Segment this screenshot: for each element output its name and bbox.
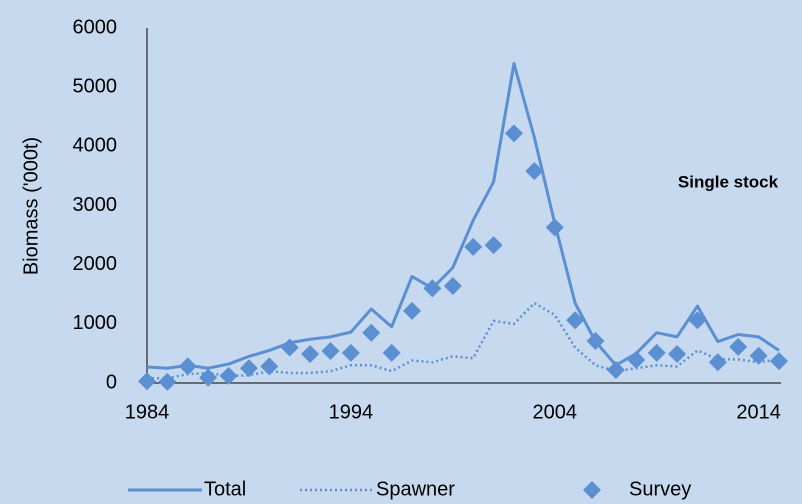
survey-point <box>321 342 340 361</box>
survey-point <box>749 346 768 365</box>
survey-point <box>586 331 605 350</box>
survey-point <box>647 343 666 362</box>
y-tick-label: 2000 <box>73 253 118 275</box>
survey-point <box>668 345 687 364</box>
y-tick-label: 5000 <box>73 75 118 97</box>
y-axis-label: Biomass ('000t) <box>20 137 42 275</box>
survey-point <box>280 338 299 357</box>
survey-point <box>708 353 727 372</box>
survey-point <box>138 372 156 391</box>
series-line <box>146 62 780 370</box>
y-tick-label: 3000 <box>73 194 118 216</box>
survey-point <box>341 343 360 362</box>
x-tick-label: 1984 <box>125 401 170 423</box>
survey-point <box>729 337 748 356</box>
survey-point <box>423 279 442 298</box>
legend-swatch <box>583 481 601 499</box>
legend-label: Survey <box>629 478 691 500</box>
survey-point <box>362 323 381 342</box>
survey-point <box>504 124 523 143</box>
legend-label: Total <box>204 478 246 500</box>
y-tick-label: 1000 <box>73 312 118 334</box>
survey-point <box>178 357 197 376</box>
survey-point <box>606 360 625 379</box>
y-tick-label: 4000 <box>73 135 118 157</box>
series-line <box>147 301 780 380</box>
x-tick-label: 1994 <box>329 401 374 423</box>
survey-point <box>627 350 646 369</box>
survey-point <box>688 311 707 330</box>
survey-point <box>484 236 503 255</box>
y-tick-label: 0 <box>106 371 117 393</box>
survey-point <box>545 218 564 237</box>
survey-point <box>260 357 279 376</box>
x-tick-label: 2014 <box>736 401 781 423</box>
annotation: Single stock <box>678 172 779 191</box>
survey-point <box>382 343 401 362</box>
survey-point <box>770 352 788 371</box>
survey-point <box>158 372 177 391</box>
survey-point <box>443 276 462 295</box>
y-tick-label: 6000 <box>73 16 118 38</box>
survey-point <box>301 345 320 364</box>
survey-point <box>403 301 422 320</box>
survey-point <box>219 366 238 385</box>
legend-label: Spawner <box>376 478 455 500</box>
survey-point <box>464 237 483 256</box>
survey-point <box>239 359 258 378</box>
survey-point <box>566 311 585 330</box>
survey-point <box>199 368 218 387</box>
x-tick-label: 2004 <box>532 401 577 423</box>
survey-point <box>525 162 544 181</box>
